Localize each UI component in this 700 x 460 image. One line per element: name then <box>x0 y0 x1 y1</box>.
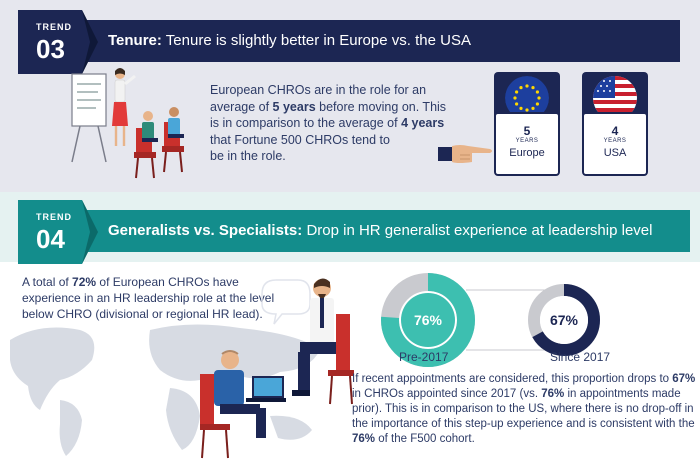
trend-03-body: European CHROs are in the role for an av… <box>210 82 455 165</box>
trend-04-title: Generalists vs. Specialists: Drop in HR … <box>108 222 652 239</box>
presenter-illustration <box>71 68 184 179</box>
bottom-bold-76-f500: 76% <box>352 433 376 445</box>
trend-03-banner: TREND 03 Tenure: Tenure is slightly bett… <box>0 10 680 74</box>
eu-flag-icon <box>505 76 549 120</box>
usa-name: USA <box>603 147 627 159</box>
trend-03-section: TREND 03 Tenure: Tenure is slightly bett… <box>0 0 700 192</box>
europe-stat-card: 5 YEARS Europe <box>494 112 560 176</box>
interview-illustration <box>200 278 354 459</box>
donut-value-arc <box>381 273 475 367</box>
donut-percent-label: 67% <box>550 312 579 328</box>
donut-label-since-2017: Since 2017 <box>550 350 611 364</box>
trend-number: 03 <box>36 34 65 64</box>
bottom-bold-67: 67% <box>672 373 696 385</box>
donut-center <box>401 293 455 347</box>
laptop-icon <box>246 376 286 402</box>
trend-04-bottom-text: If recent appointments are considered, t… <box>352 372 698 447</box>
body-bold-years-europe: 5 years <box>272 99 316 114</box>
left-text: A total of <box>22 275 73 289</box>
body-text-last: be in the role. <box>210 149 286 163</box>
donut-percent-label: 76% <box>414 312 443 328</box>
seated-man-right <box>292 278 354 405</box>
bottom-text: in CHROs appointed since 2017 (vs. <box>352 388 542 400</box>
trend-03-title: Tenure: Tenure is slightly better in Eur… <box>108 32 471 49</box>
body-text: European CHROs are in the role for an av… <box>210 83 427 114</box>
body-text: that Fortune 500 CHROs tend to <box>210 132 390 147</box>
left-text: of European CHROs have experience in an … <box>22 275 275 321</box>
title-rest: Tenure is slightly better in Europe vs. … <box>161 32 471 49</box>
bottom-bold-76: 76% <box>541 388 565 400</box>
title-bold: Tenure: <box>108 32 162 49</box>
donut-1: 67% <box>528 284 600 356</box>
bottom-text: in appointments made prior). This is in … <box>352 388 695 430</box>
body-text: before moving on. This is in comparison … <box>210 99 447 131</box>
donut-value-arc <box>528 284 600 356</box>
trend-label: TREND <box>36 22 72 32</box>
audience-chairs <box>134 107 184 179</box>
donut-charts: 76% 67% <box>381 273 600 367</box>
trend-04-left-text: A total of 72% of European CHROs have ex… <box>22 274 282 322</box>
trend-04-bar <box>60 210 690 252</box>
bottom-text: of the F500 cohort. <box>375 433 475 445</box>
presenter-woman <box>112 68 136 146</box>
trend-label: TREND <box>36 212 72 222</box>
donut-0: 76% <box>381 273 475 367</box>
title-rest: Drop in HR generalist experience at lead… <box>302 222 653 239</box>
trend-badge-shape <box>18 10 98 74</box>
flipchart-icon <box>71 73 107 163</box>
title-bold: Generalists vs. Specialists: <box>108 222 303 239</box>
trend-03-bar <box>60 20 680 62</box>
europe-years-unit: YEARS <box>515 138 539 144</box>
trend-number: 04 <box>36 224 65 254</box>
europe-years-value: 5 <box>523 124 531 138</box>
body-bold-years-usa: 4 years <box>401 116 445 130</box>
europe-name: Europe <box>509 147 545 159</box>
trend-badge-shape <box>18 200 98 264</box>
donut-label-pre-2017: Pre-2017 <box>399 350 449 364</box>
usa-stat-card: 4 YEARS USA <box>582 112 648 176</box>
trend-04-section: TREND 04 Generalists vs. Specialists: Dr… <box>0 192 700 460</box>
left-bold-72: 72% <box>72 275 97 289</box>
bottom-text: If recent appointments are considered, t… <box>352 373 673 385</box>
usa-years-value: 4 <box>611 124 619 138</box>
pointing-hand-icon <box>438 145 492 163</box>
usa-years-unit: YEARS <box>603 138 627 144</box>
seated-woman-left <box>200 350 266 459</box>
donut-center <box>540 296 588 344</box>
speech-bubble-icon <box>261 279 311 325</box>
